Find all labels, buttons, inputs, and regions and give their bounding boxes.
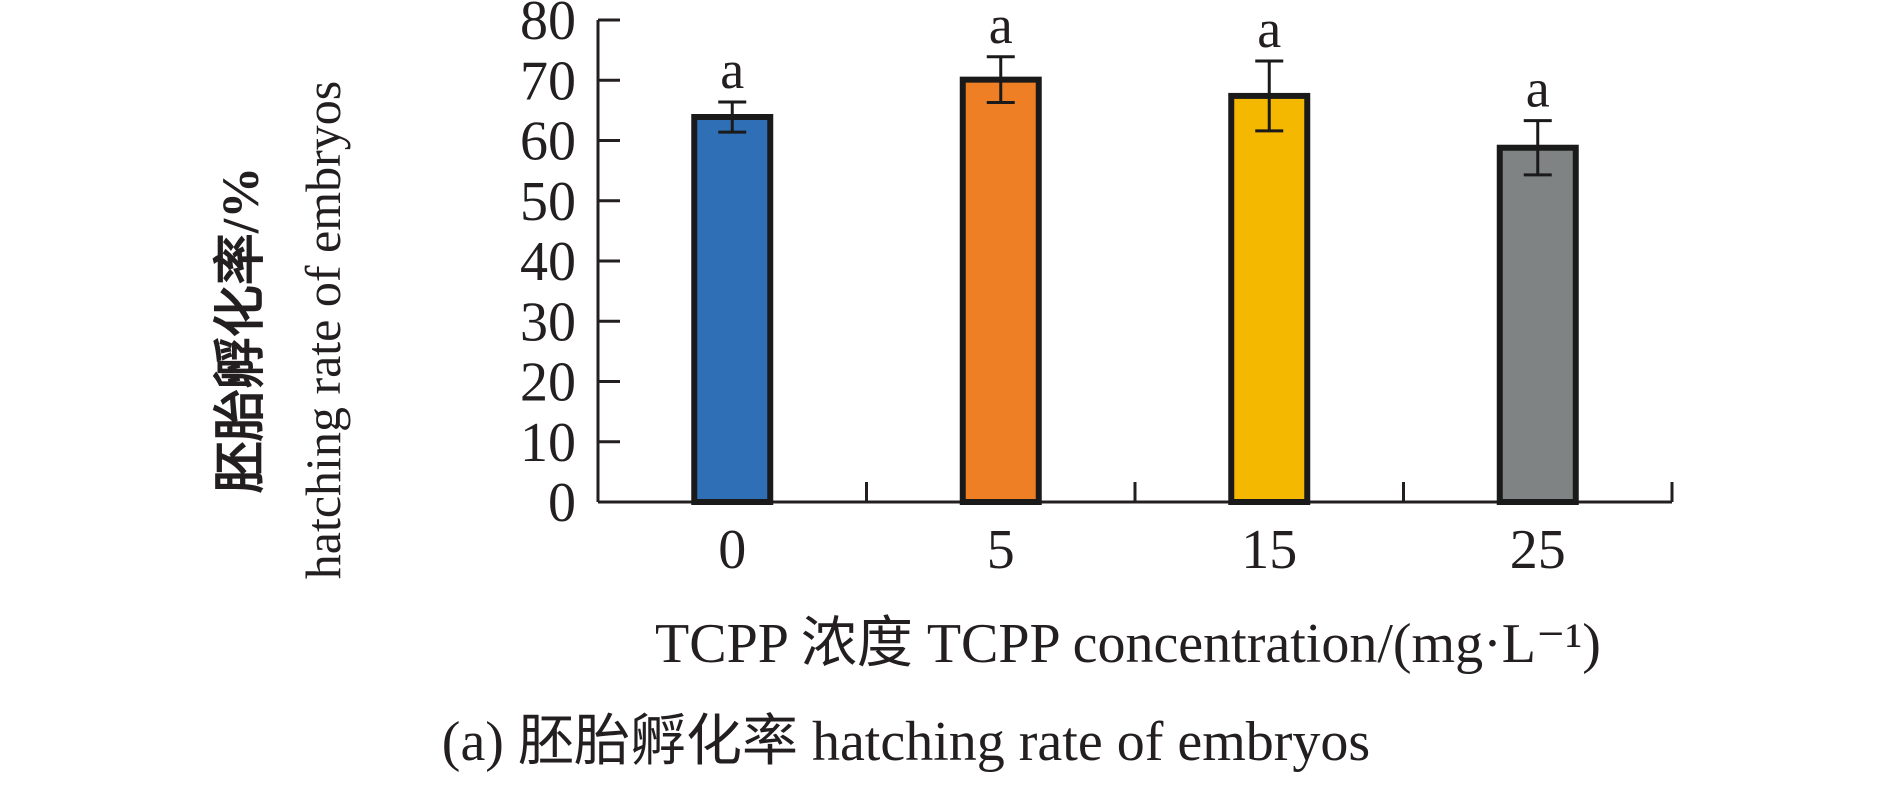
y-axis-title-cn: 胚胎孵化率/%	[212, 167, 270, 493]
y-tick-label: 10	[520, 412, 576, 474]
y-tick-label: 70	[520, 50, 576, 112]
x-tick-label: 25	[1510, 519, 1566, 581]
significance-label: a	[1257, 0, 1281, 59]
y-tick-label: 40	[520, 231, 576, 293]
x-tick-label: 5	[987, 519, 1015, 581]
x-tick-label: 0	[718, 519, 746, 581]
significance-label: a	[720, 40, 744, 100]
y-tick-label: 30	[520, 291, 576, 353]
y-tick-label: 80	[520, 0, 576, 52]
y-tick-label: 20	[520, 352, 576, 414]
significance-label: a	[1526, 59, 1550, 119]
x-tick-label: 15	[1241, 519, 1297, 581]
y-tick-label: 0	[548, 472, 576, 534]
bar-25	[1496, 144, 1579, 505]
significance-label: a	[989, 0, 1013, 55]
y-tick-label: 50	[520, 171, 576, 233]
figure-caption: (a) 胚胎孵化率 hatching rate of embryos	[442, 711, 1370, 773]
x-axis-title: TCPP 浓度 TCPP concentration/(mg·L⁻¹)	[655, 613, 1601, 675]
bar-5	[959, 76, 1042, 506]
bar-0	[691, 114, 774, 505]
bar-15	[1228, 92, 1311, 505]
y-tick-label: 60	[520, 111, 576, 173]
y-axis-title-en: hatching rate of embryos	[295, 81, 351, 579]
